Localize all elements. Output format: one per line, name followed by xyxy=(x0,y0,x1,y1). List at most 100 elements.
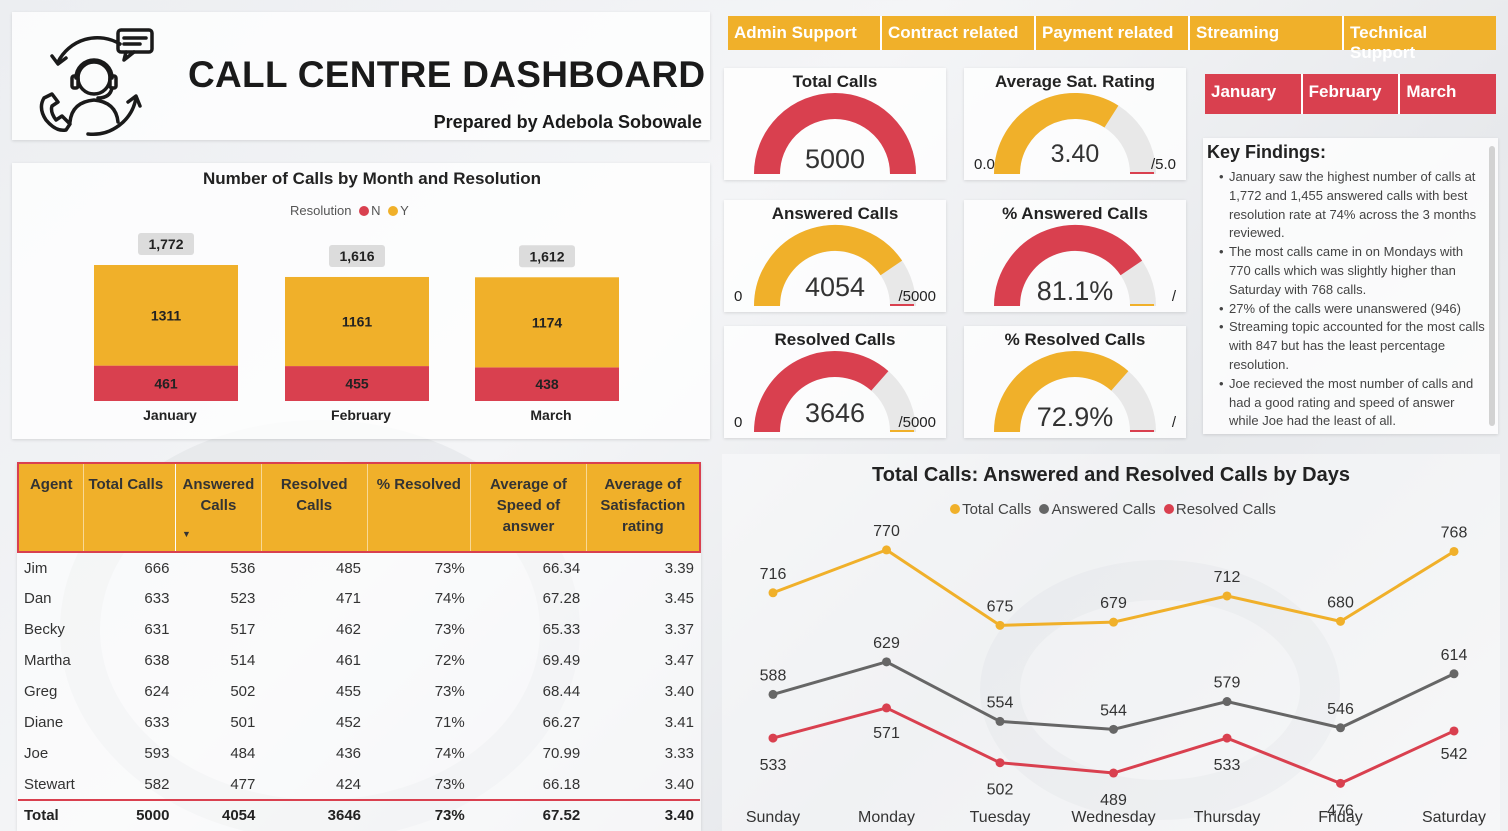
month-january[interactable]: January xyxy=(1205,74,1303,114)
point-resolved[interactable] xyxy=(1449,726,1459,736)
point-answered[interactable] xyxy=(1336,723,1345,733)
table-cell: 424 xyxy=(336,775,362,793)
bar-segment-n[interactable] xyxy=(94,365,238,401)
finding-item: Joe recieved the most number of calls an… xyxy=(1219,375,1487,431)
bar-label-n: 438 xyxy=(535,376,559,392)
bar-segment-y[interactable] xyxy=(94,265,238,366)
point-resolved[interactable] xyxy=(1109,768,1118,778)
col-avg-speed[interactable]: Average of Speed of answer xyxy=(470,463,587,552)
point-total[interactable] xyxy=(882,545,891,555)
finding-item: January saw the highest number of calls … xyxy=(1219,168,1487,243)
gauge-average-sat-rating-arc xyxy=(994,93,1156,175)
topic-admin-support[interactable]: Admin Support xyxy=(728,16,882,50)
col-pct-resolved[interactable]: % Resolved xyxy=(367,463,472,552)
table-cell: 73% xyxy=(434,559,465,577)
gauge-max: /5000 xyxy=(898,288,936,305)
bar-label-y: 1174 xyxy=(532,314,563,330)
table-row[interactable]: Diane 633 501 452 71% 66.27 3.41 xyxy=(18,707,700,738)
point-total[interactable] xyxy=(1449,546,1459,556)
legend-n-label[interactable]: N xyxy=(371,203,381,218)
agent-table: Agent Total Calls Answered Calls ▼ Resolv… xyxy=(17,462,701,831)
topic-contract-related[interactable]: Contract related xyxy=(882,16,1036,50)
table-row[interactable]: Dan 633 523 471 74% 67.28 3.45 xyxy=(18,583,700,614)
bar-total-label: 1,616 xyxy=(339,248,374,264)
point-answered[interactable] xyxy=(768,689,778,699)
legend-answered-label[interactable]: Answered Calls xyxy=(1051,501,1156,518)
col-total-calls[interactable]: Total Calls xyxy=(83,463,176,552)
gauge-answered-calls: Answered Calls 4054 0 /5000 xyxy=(724,200,946,312)
table-cell: 74% xyxy=(434,590,465,607)
point-label-resolved: 542 xyxy=(1441,746,1468,763)
point-answered[interactable] xyxy=(1222,697,1232,707)
gauge-total-calls: Total Calls 5000 xyxy=(724,68,946,180)
table-cell: 514 xyxy=(230,652,256,669)
gauge-pct-answered: % Answered Calls 81.1% / xyxy=(964,200,1186,312)
topic-payment-related[interactable]: Payment related xyxy=(1036,16,1190,50)
table-row[interactable]: Becky 631 517 462 73% 65.33 3.37 xyxy=(18,614,700,645)
table-cell: 517 xyxy=(230,621,256,638)
col-resolved-calls[interactable]: Resolved Calls xyxy=(261,463,368,552)
month-march[interactable]: March xyxy=(1400,74,1497,114)
table-cell: 71% xyxy=(434,714,465,731)
gauge-pct-resolved-arc xyxy=(994,351,1156,433)
point-resolved[interactable] xyxy=(1222,733,1232,743)
total-cell: 3646 xyxy=(261,799,368,830)
point-label-total: 680 xyxy=(1327,594,1354,611)
topic-technical-support[interactable]: Technical Support xyxy=(1344,16,1496,62)
col-answered-calls[interactable]: Answered Calls ▼ xyxy=(175,463,262,552)
table-cell: 3.40 xyxy=(664,683,694,700)
point-resolved[interactable] xyxy=(882,703,891,713)
point-resolved[interactable] xyxy=(995,758,1005,768)
table-row[interactable]: Greg 624 502 455 73% 68.44 3.40 xyxy=(18,676,700,707)
table-cell: 461 xyxy=(336,652,362,669)
table-cell: 455 xyxy=(336,683,362,700)
point-label-resolved: 571 xyxy=(873,725,900,742)
table-cell: 436 xyxy=(336,745,362,762)
point-total[interactable] xyxy=(768,588,778,598)
point-label-total: 770 xyxy=(873,523,900,540)
legend-total-label[interactable]: Total Calls xyxy=(962,501,1032,518)
point-label-answered: 629 xyxy=(873,635,900,652)
line-total[interactable] xyxy=(772,548,1455,627)
table-row[interactable]: Joe 593 484 436 74% 70.99 3.33 xyxy=(18,738,700,769)
gauge-title: Answered Calls xyxy=(771,204,899,223)
table-cell: 66.18 xyxy=(542,775,581,793)
bar-chart-plot: 461 1311 1,772 January 455 1161 1,616 February 4… xyxy=(94,233,619,423)
point-total[interactable] xyxy=(1336,616,1345,626)
point-total[interactable] xyxy=(1109,617,1118,627)
table-row[interactable]: Stewart 582 477 424 73% 66.18 3.40 xyxy=(18,769,700,800)
point-answered[interactable] xyxy=(1109,724,1118,734)
bar-segment-y[interactable] xyxy=(285,276,429,367)
col-avg-satisfaction[interactable]: Average of Satisfaction rating xyxy=(586,463,701,552)
point-resolved[interactable] xyxy=(1336,778,1345,788)
bar-segment-n[interactable] xyxy=(475,367,619,401)
bar-segment-y[interactable] xyxy=(475,277,619,368)
point-label-resolved: 533 xyxy=(760,757,787,774)
point-total[interactable] xyxy=(1222,591,1232,601)
month-february[interactable]: February xyxy=(1302,74,1401,114)
bar-category-label: February xyxy=(331,407,391,423)
total-cell: Total xyxy=(18,799,84,830)
agent-name-cell: Martha xyxy=(24,652,71,669)
point-answered[interactable] xyxy=(882,657,891,667)
sort-desc-icon: ▼ xyxy=(181,529,191,539)
finding-item: Streaming topic accounted for the most c… xyxy=(1219,318,1487,374)
table-row[interactable]: Martha 638 514 461 72% 69.49 3.47 xyxy=(18,645,700,676)
table-cell: 73% xyxy=(434,621,465,638)
bar-segment-n[interactable] xyxy=(285,366,429,401)
table-cell: 73% xyxy=(434,775,465,793)
table-row[interactable]: Jim 666 536 485 73% 66.34 3.39 xyxy=(18,552,700,583)
point-total[interactable] xyxy=(995,620,1005,630)
point-answered[interactable] xyxy=(1449,669,1459,679)
bar-total-badge xyxy=(519,245,575,268)
legend-resolved-label[interactable]: Resolved Calls xyxy=(1175,501,1276,518)
agent-name-cell: Stewart xyxy=(24,775,75,793)
findings-scrollbar[interactable] xyxy=(1489,146,1495,426)
col-agent[interactable]: Agent xyxy=(18,463,85,552)
point-answered[interactable] xyxy=(995,716,1005,726)
point-resolved[interactable] xyxy=(768,733,778,743)
gauge-fill xyxy=(754,93,916,175)
legend-y-dot xyxy=(388,205,399,216)
topic-streaming[interactable]: Streaming xyxy=(1190,16,1344,50)
legend-y-label[interactable]: Y xyxy=(400,203,409,218)
